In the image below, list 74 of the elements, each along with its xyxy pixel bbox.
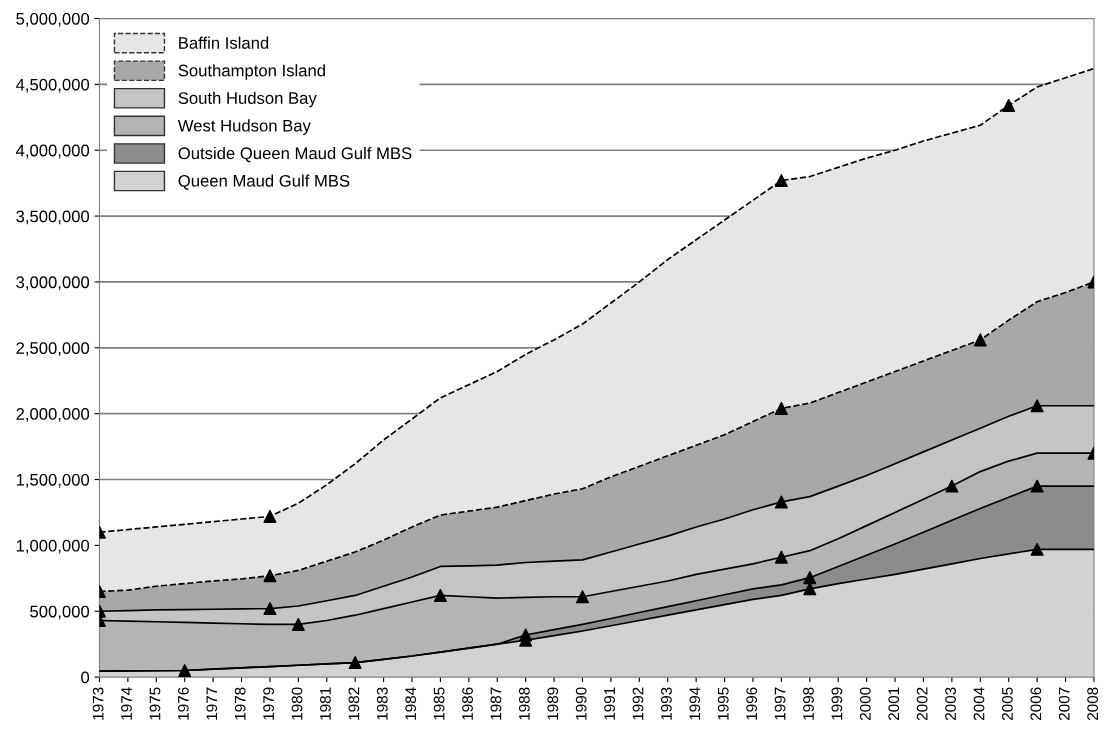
y-tick-label: 3,000,000 bbox=[16, 276, 90, 291]
x-tick-label: 1994 bbox=[689, 687, 701, 720]
point bbox=[263, 602, 277, 616]
x-tick-label: 1976 bbox=[177, 687, 189, 720]
x-tick-label: 1998 bbox=[803, 687, 814, 720]
x-tick-label: 1980 bbox=[291, 687, 303, 720]
point bbox=[774, 174, 788, 188]
legend-label: Southampton Island bbox=[178, 64, 325, 80]
point bbox=[803, 582, 817, 596]
y-tick-label: 1,000,000 bbox=[16, 539, 90, 554]
point bbox=[945, 479, 959, 493]
x-tick-label: 1985 bbox=[433, 687, 445, 720]
point bbox=[973, 333, 987, 347]
point bbox=[774, 550, 788, 564]
x-tick-label: 1986 bbox=[462, 687, 473, 720]
legend-label: West Hudson Bay bbox=[177, 119, 311, 135]
legend-label: South Hudson Bay bbox=[178, 91, 317, 108]
x-tick-label: 2005 bbox=[1001, 687, 1013, 721]
point bbox=[774, 495, 788, 509]
y-tick-label: 500,000 bbox=[30, 605, 90, 620]
x-tick-label: 1973 bbox=[92, 687, 104, 720]
x-tick-label: 1981 bbox=[320, 687, 331, 720]
x-tick-label: 1990 bbox=[575, 687, 587, 720]
x-tick-label: 1984 bbox=[405, 687, 417, 720]
y-tick-label: 2,000,000 bbox=[16, 408, 90, 422]
point bbox=[263, 569, 277, 583]
y-tick-label: 4,000,000 bbox=[15, 144, 90, 159]
point bbox=[263, 509, 277, 523]
legend-label: Queen Maud Gulf MBS bbox=[178, 174, 350, 190]
x-tick-label: 1982 bbox=[348, 687, 360, 720]
x-tick-label: 1995 bbox=[717, 687, 729, 720]
point bbox=[1002, 98, 1016, 112]
y-tick-label: 0 bbox=[81, 671, 90, 684]
point bbox=[774, 401, 788, 415]
y-tick-label: 2,500,000 bbox=[16, 342, 90, 356]
y-tick-label: 5,000,000 bbox=[16, 12, 90, 27]
x-tick-label: 1977 bbox=[206, 687, 218, 720]
x-tick-label: 1974 bbox=[121, 687, 132, 720]
x-tick-label: 1997 bbox=[774, 687, 786, 720]
x-tick-label: 1993 bbox=[661, 687, 672, 720]
x-tick-label: 1987 bbox=[490, 687, 502, 720]
x-tick-label: 1992 bbox=[632, 687, 644, 720]
point bbox=[348, 656, 362, 670]
legend-label: Outside Queen Maud Gulf MBS bbox=[178, 146, 412, 163]
point bbox=[803, 571, 817, 585]
x-tick-label: 1975 bbox=[149, 687, 161, 720]
x-tick-label: 2007 bbox=[1058, 687, 1070, 721]
x-tick-label: 1988 bbox=[518, 687, 530, 720]
point bbox=[178, 664, 192, 678]
x-tick-label: 1989 bbox=[547, 687, 559, 720]
x-tick-label: 1979 bbox=[263, 687, 275, 720]
x-tick-label: 2001 bbox=[888, 687, 900, 721]
x-tick-label: 1978 bbox=[234, 687, 246, 720]
x-tick-label: 2006 bbox=[1030, 687, 1042, 721]
x-tick-label: 1996 bbox=[746, 687, 758, 720]
x-tick-label: 2003 bbox=[945, 687, 956, 721]
point bbox=[1030, 479, 1044, 493]
point bbox=[1030, 542, 1044, 556]
legend-label: Baffin Island bbox=[179, 36, 269, 49]
x-tick-label: 2008 bbox=[1087, 687, 1099, 721]
y-tick-label: 4,500,000 bbox=[15, 78, 90, 93]
point bbox=[1030, 399, 1044, 413]
x-tick-label: 2000 bbox=[859, 687, 871, 721]
x-tick-label: 1983 bbox=[376, 687, 388, 720]
x-tick-label: 1999 bbox=[831, 687, 843, 720]
point bbox=[519, 628, 533, 642]
y-tick-label: 1,500,000 bbox=[16, 473, 90, 488]
y-tick-label: 3,500,000 bbox=[16, 210, 90, 225]
point bbox=[575, 590, 589, 604]
x-tick-label: 2004 bbox=[973, 687, 985, 721]
x-tick-label: 1991 bbox=[604, 687, 616, 720]
point bbox=[291, 617, 305, 631]
point bbox=[433, 588, 447, 602]
x-tick-label: 2002 bbox=[916, 687, 928, 721]
